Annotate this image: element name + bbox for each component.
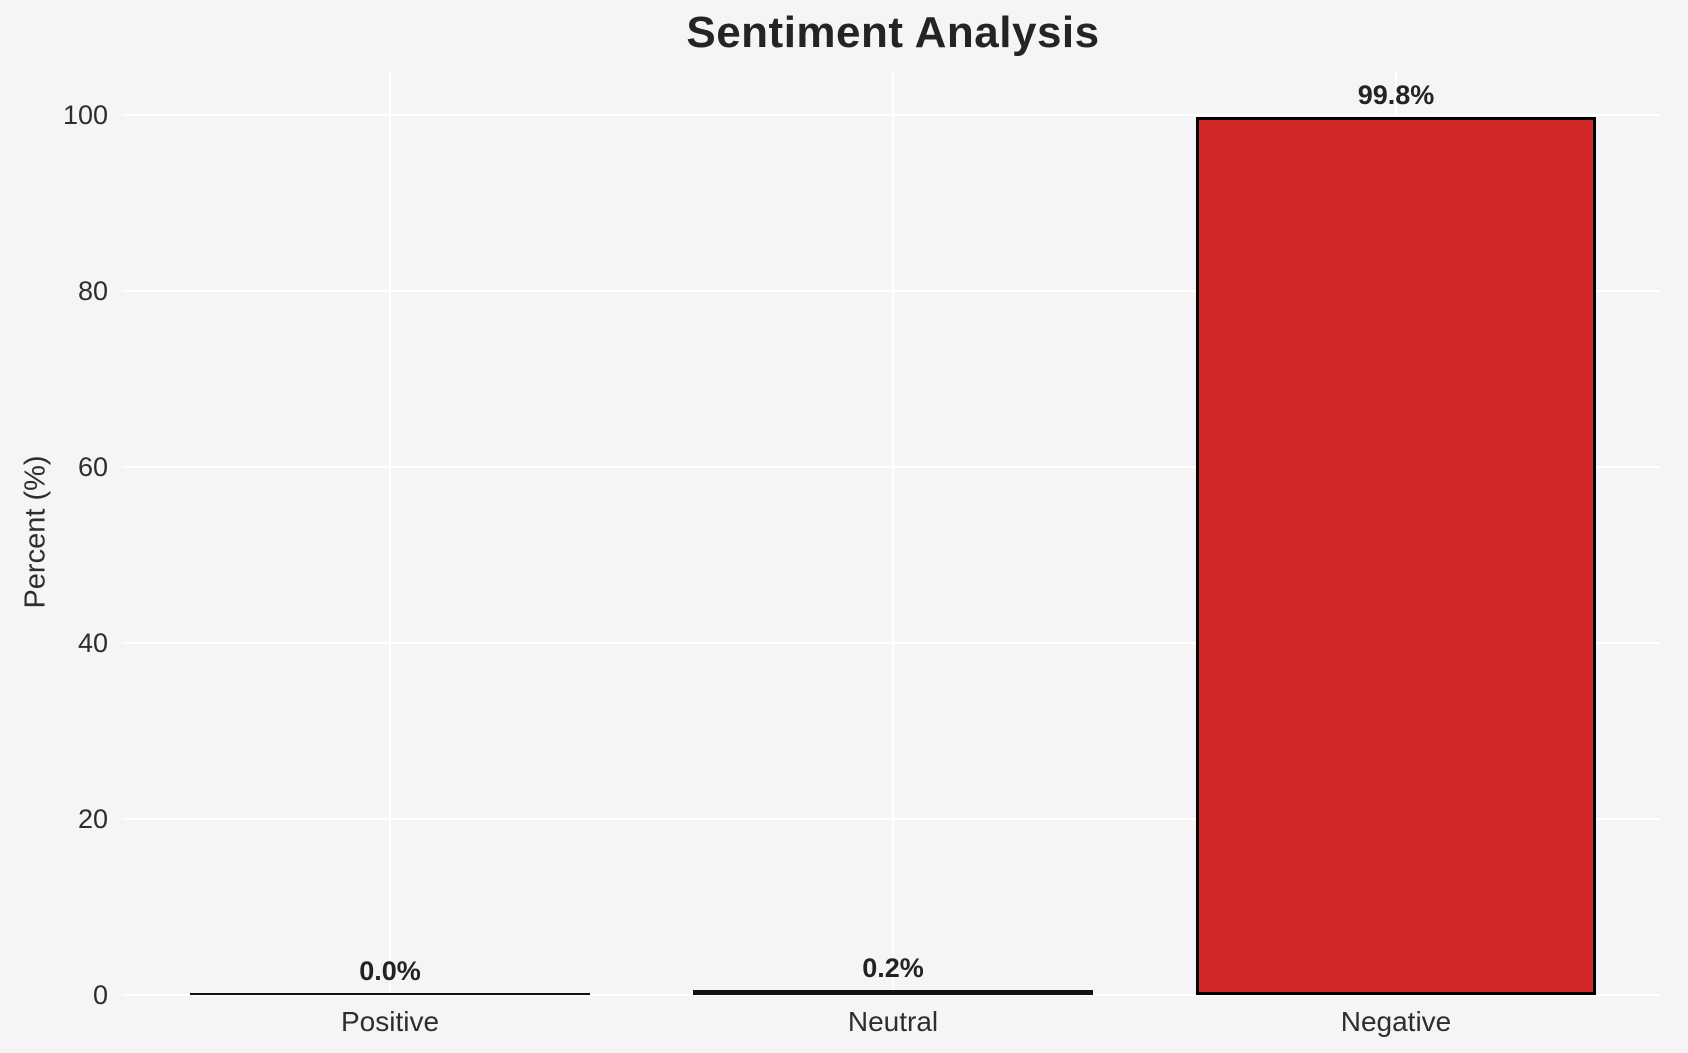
bar-value-label: 0.2% xyxy=(862,953,924,983)
y-tick-label: 60 xyxy=(77,452,108,482)
grid-hline xyxy=(122,994,1660,996)
x-category-label: Neutral xyxy=(847,1006,939,1037)
grid-vline xyxy=(389,72,391,995)
x-category-label: Negative xyxy=(1340,1006,1452,1037)
grid-hline xyxy=(122,818,1660,820)
bar-value-label: 0.0% xyxy=(359,956,421,986)
grid-hline xyxy=(122,466,1660,468)
y-tick-label: 20 xyxy=(77,804,108,834)
grid-hline xyxy=(122,290,1660,292)
grid-hline xyxy=(122,642,1660,644)
y-tick-label: 0 xyxy=(92,980,108,1010)
bar-value-label: 99.8% xyxy=(1357,80,1435,110)
x-category-label: Positive xyxy=(340,1006,440,1037)
bar-negative xyxy=(1196,117,1596,995)
y-tick-label: 80 xyxy=(77,276,108,306)
bar-neutral xyxy=(693,990,1093,995)
chart-title: Sentiment Analysis xyxy=(686,8,1100,57)
grid-hline xyxy=(122,114,1660,116)
y-tick-label: 40 xyxy=(77,628,108,658)
bar-positive xyxy=(190,993,590,995)
y-tick-label: 100 xyxy=(62,100,108,130)
grid-vline xyxy=(892,72,894,995)
